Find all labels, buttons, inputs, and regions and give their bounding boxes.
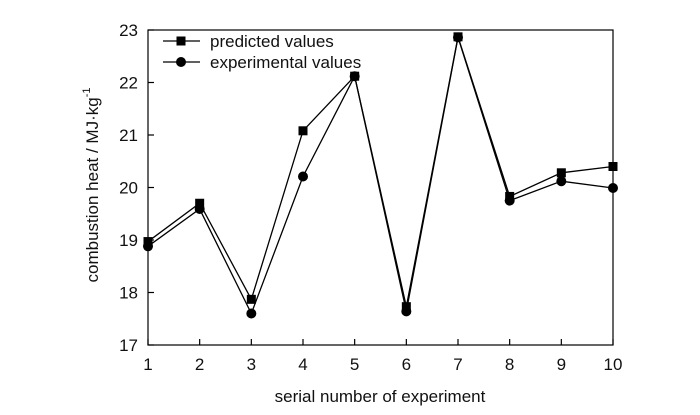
experimental-point	[246, 308, 257, 319]
legend-circle-marker-icon	[176, 57, 186, 67]
x-tick-label: 9	[557, 355, 566, 374]
x-tick-label: 2	[195, 355, 204, 374]
x-tick-label: 5	[350, 355, 359, 374]
series-line-predicted	[147, 36, 614, 307]
x-tick-label: 1	[143, 355, 152, 374]
legend-label-predicted: predicted values	[210, 32, 334, 51]
y-tick-label: 23	[119, 21, 138, 40]
predicted-point	[195, 198, 205, 208]
x-tick-label: 10	[604, 355, 623, 374]
series-markers	[143, 32, 618, 319]
x-tick-label: 6	[402, 355, 411, 374]
experimental-point	[349, 71, 360, 82]
series-line-experimental	[147, 37, 614, 316]
experimental-point	[608, 183, 618, 194]
y-axis-title-superscript: -1	[81, 88, 93, 98]
y-tick-label: 21	[119, 126, 138, 145]
x-axis: 1 2 3 4 5 6 7 8 9 10	[143, 339, 622, 374]
y-tick-label: 20	[119, 179, 138, 198]
predicted-point	[556, 168, 566, 178]
experimental-point	[143, 241, 153, 252]
legend-square-marker-icon	[176, 36, 186, 46]
experimental-point	[453, 32, 463, 43]
y-tick-label: 19	[119, 231, 138, 250]
x-tick-label: 8	[505, 355, 514, 374]
predicted-point	[298, 126, 308, 136]
y-tick-label: 18	[119, 284, 138, 303]
experimental-point	[194, 204, 205, 215]
y-axis-title-main: combustion heat / MJ·kg	[83, 97, 102, 282]
x-tick-label: 4	[298, 355, 307, 374]
y-tick-label: 17	[119, 336, 138, 355]
legend-label-experimental: experimental values	[210, 53, 361, 72]
legend: predicted values experimental values	[163, 32, 361, 72]
y-tick-label: 22	[119, 74, 138, 93]
x-axis-title: serial number of experiment	[275, 387, 486, 406]
x-tick-label: 3	[247, 355, 256, 374]
x-tick-label: 7	[453, 355, 462, 374]
experimental-point	[504, 195, 515, 206]
experimental-point	[556, 176, 567, 187]
experimental-point	[401, 306, 412, 317]
predicted-point	[608, 162, 618, 171]
experimental-point	[298, 171, 308, 182]
predicted-point	[246, 294, 256, 304]
y-axis: 17 18 19 20 21 22 23	[119, 21, 154, 355]
y-axis-title: combustion heat / MJ·kg-1	[81, 88, 102, 283]
series-lines	[147, 36, 614, 316]
